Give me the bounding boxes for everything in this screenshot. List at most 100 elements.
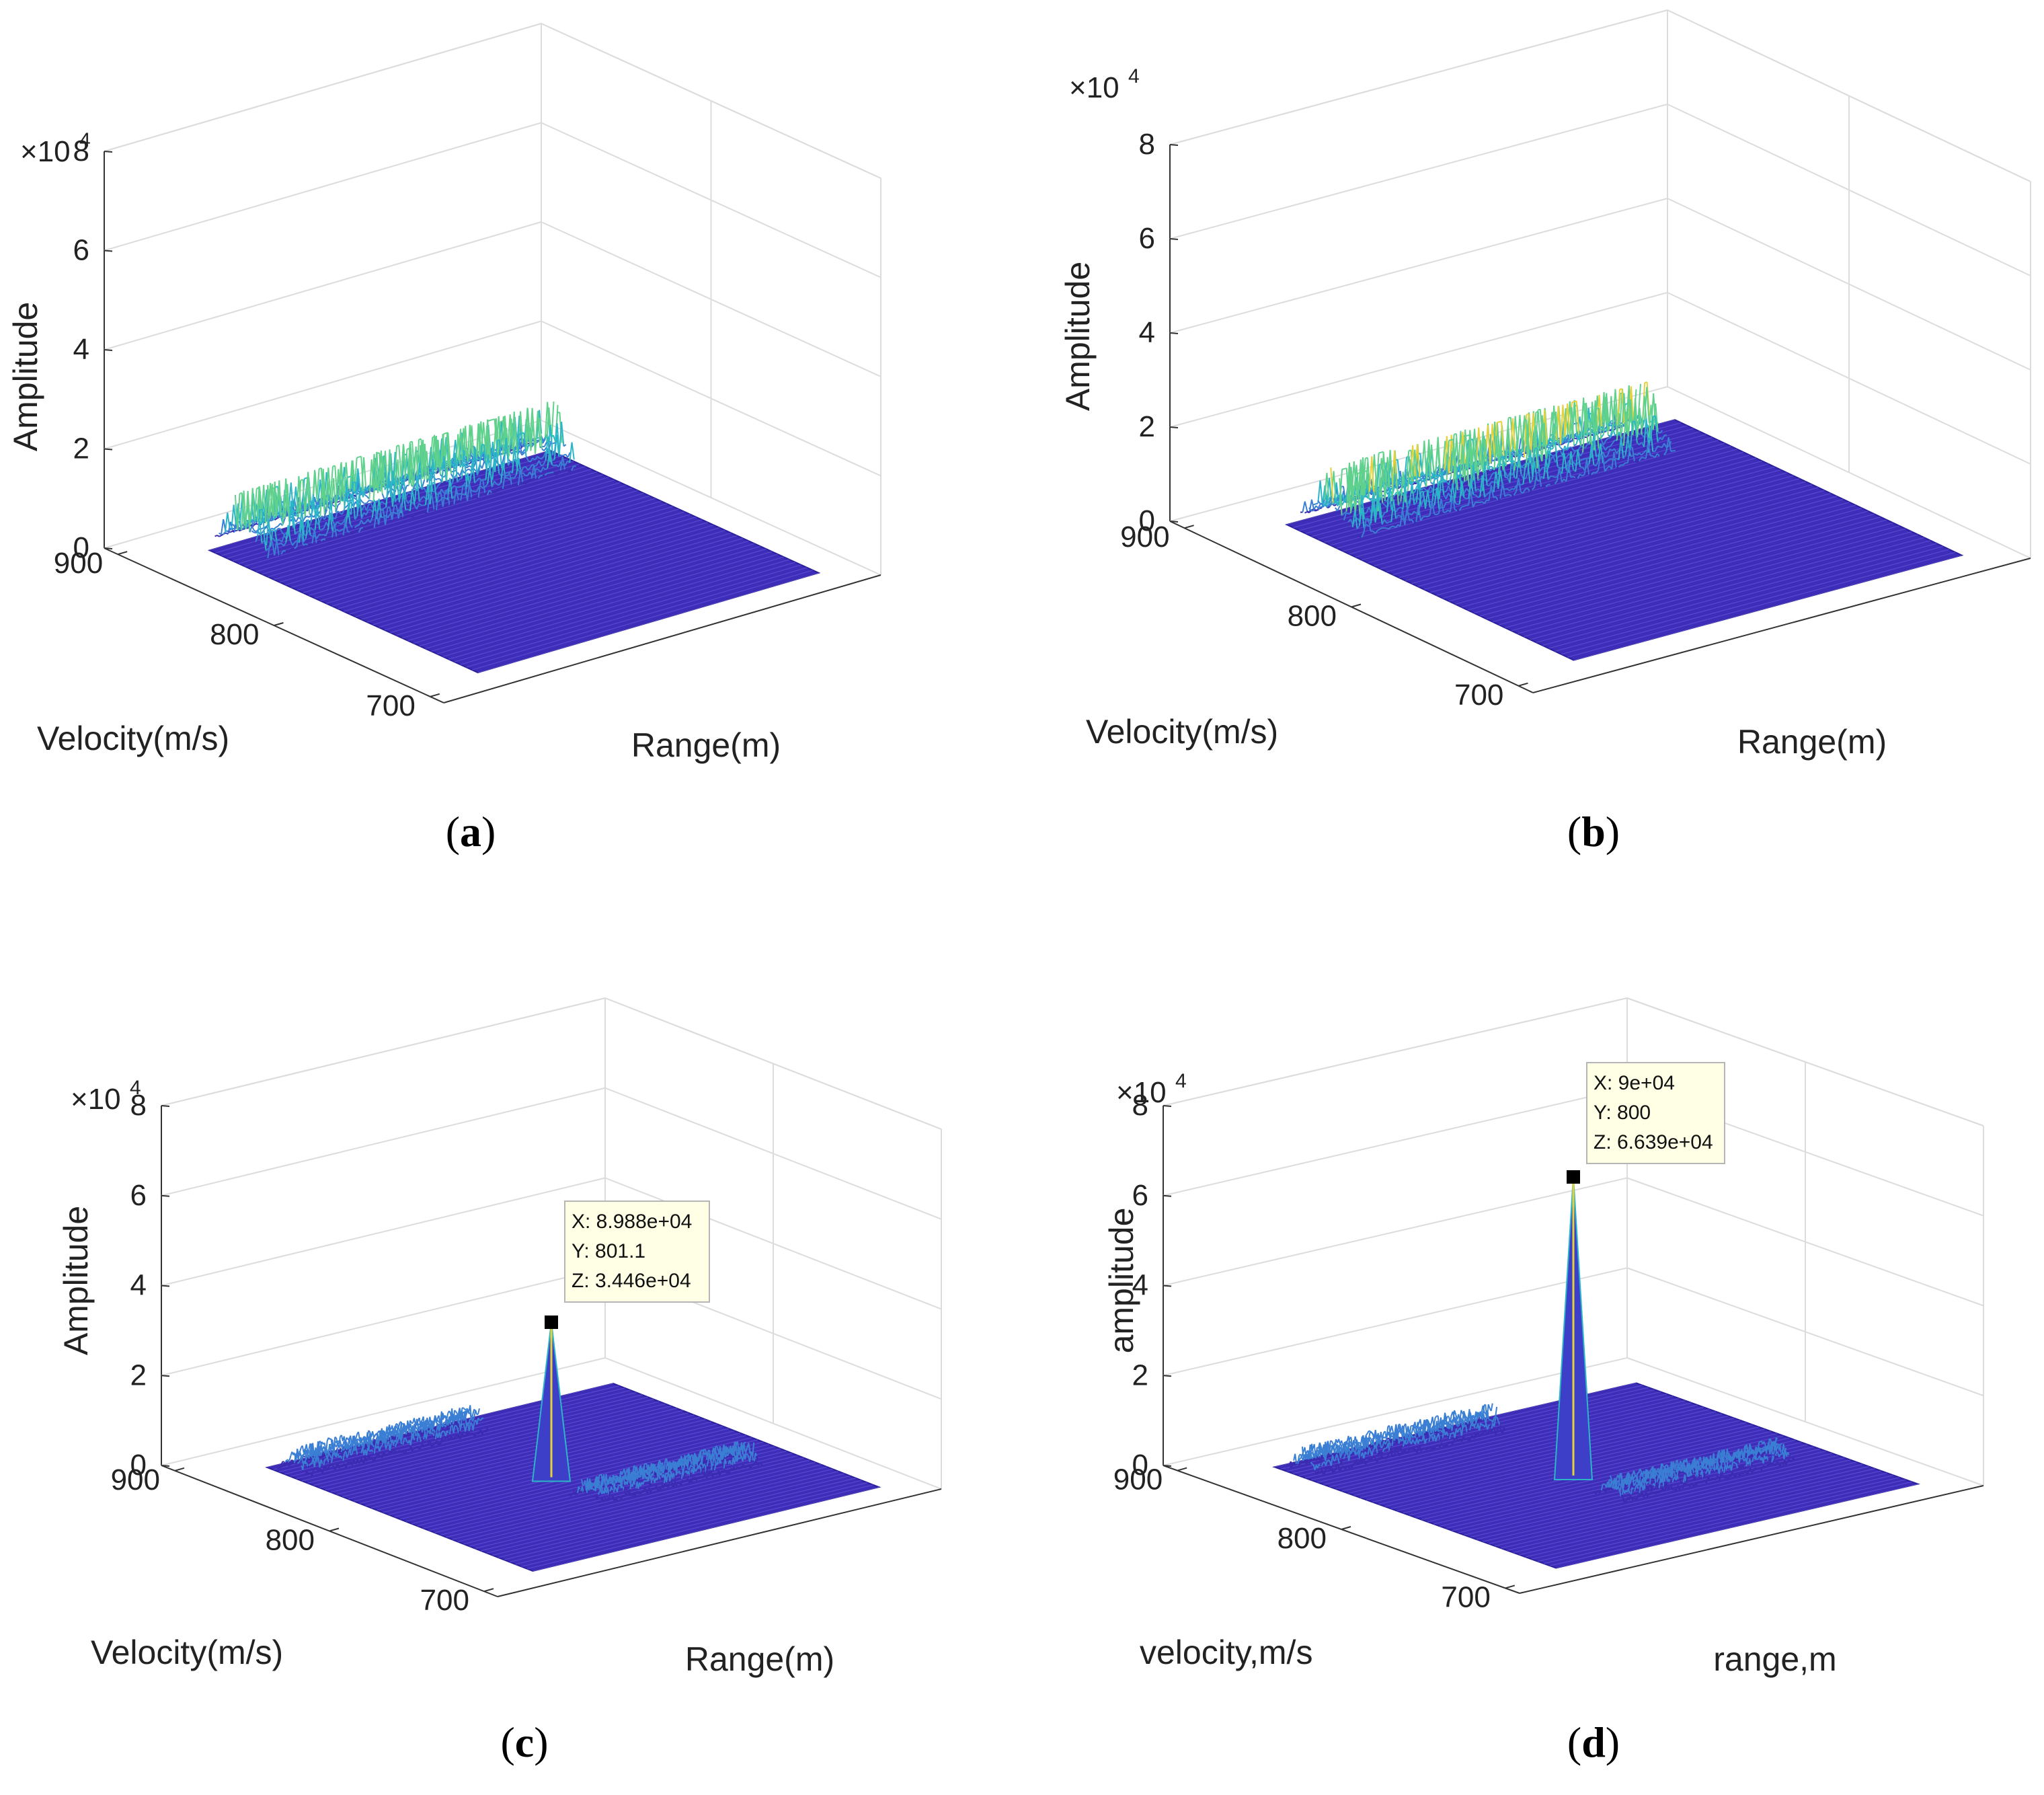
ridge-line: [403, 479, 407, 500]
ridge-line: [1429, 500, 1433, 516]
y-tick: [1184, 525, 1194, 529]
ridge-line: [516, 484, 519, 487]
ridge-line: [217, 535, 220, 537]
ridge-line: [511, 484, 514, 486]
ridge-line: [536, 467, 539, 471]
ridge-line: [249, 526, 253, 533]
ridge-line: [421, 1425, 424, 1433]
ridge-line: [1634, 421, 1638, 443]
ridge-line: [1527, 438, 1532, 463]
mesh-line: [1368, 457, 1756, 564]
ridge-line: [279, 528, 283, 533]
ridge-line: [349, 460, 353, 492]
ridge-line: [1657, 453, 1660, 457]
ridge-line: [494, 480, 498, 485]
ridge-line: [1550, 406, 1555, 446]
mesh-line: [278, 1387, 625, 1473]
ridge-line: [1600, 443, 1604, 463]
ridge-line: [1514, 441, 1518, 471]
ridge-line: [342, 520, 346, 536]
ridge-line: [294, 522, 299, 525]
ridge-line: [292, 541, 296, 546]
ridge-line: [475, 486, 479, 492]
ridge-line: [337, 1440, 340, 1443]
y-axis-label: Velocity(m/s): [1086, 713, 1278, 751]
mesh-line: [1380, 463, 1769, 570]
ridge-line: [544, 402, 549, 440]
ridge-line: [508, 460, 512, 466]
ridge-line: [420, 445, 424, 479]
ridge-line: [1525, 472, 1529, 479]
ridge-line: [1505, 488, 1507, 490]
mesh-line: [244, 466, 586, 567]
ridge-line: [393, 1426, 396, 1435]
ridge-line: [222, 531, 226, 535]
ridge-line: [241, 490, 245, 531]
mesh-line: [336, 1410, 683, 1495]
z-gridline: [1169, 9, 1668, 145]
ridge-line: [446, 1425, 450, 1428]
mesh-line: [1492, 517, 1881, 623]
mesh-line: [1361, 455, 1750, 561]
ridge-line: [1390, 474, 1395, 502]
ridge-line: [307, 519, 311, 535]
ridge-line: [1339, 469, 1343, 506]
ridge-line: [1634, 409, 1639, 438]
mesh-line: [1336, 443, 1725, 549]
ridge-line: [1488, 485, 1492, 501]
ridge-line: [443, 432, 446, 435]
ridge-line: [298, 1460, 301, 1463]
ridge-line: [483, 444, 487, 469]
ridge-line: [377, 1439, 381, 1445]
ridge-line: [393, 446, 398, 483]
ridge-line: [265, 547, 269, 551]
ridge-line: [360, 1439, 363, 1444]
ridge-line: [340, 475, 344, 504]
ridge-line: [1372, 504, 1376, 523]
ridge-line: [268, 519, 272, 541]
ridge-line: [1368, 456, 1373, 492]
ridge-line: [1618, 464, 1622, 468]
z-gridline: [1169, 292, 1668, 428]
ridge-line: [508, 418, 512, 457]
ridge-line: [424, 484, 429, 505]
ridge-line: [1548, 412, 1553, 440]
ridge-line: [379, 1441, 383, 1444]
ridge-line: [1637, 442, 1640, 446]
ridge-line: [1602, 451, 1606, 458]
ridge-line: [264, 485, 269, 523]
ridge-line: [373, 510, 377, 529]
ridge-line: [1505, 432, 1509, 464]
ridge-line: [1419, 453, 1423, 478]
mesh-line: [301, 1396, 648, 1482]
mesh-line: [448, 559, 790, 660]
ridge-line: [1593, 471, 1596, 473]
ridge-line: [297, 1448, 300, 1457]
ridge-line: [453, 488, 457, 504]
ridge-line: [335, 469, 340, 507]
ridge-line: [420, 1420, 423, 1422]
z-tick: [1169, 332, 1179, 334]
ridge-line: [336, 521, 340, 525]
ridge-line: [1590, 445, 1595, 465]
ridge-line: [1546, 447, 1550, 455]
ridge-line: [1364, 486, 1368, 495]
ridge-line: [557, 461, 561, 467]
ridge-line: [325, 537, 328, 541]
mesh-line: [1555, 545, 1943, 652]
ridge-line: [1509, 454, 1513, 483]
ridge-line: [327, 537, 331, 540]
ridge-line: [1520, 473, 1524, 480]
ridge-line: [1398, 501, 1402, 506]
ridge-line: [406, 1430, 409, 1437]
z-tick-label: 2: [73, 432, 89, 465]
ridge-line: [1620, 437, 1624, 459]
ridge-line: [1327, 506, 1331, 509]
ridge-line: [516, 434, 520, 465]
ridge-line: [524, 482, 528, 485]
y-tick-label: 700: [366, 689, 415, 722]
ridge-line: [263, 532, 267, 551]
ridge-line: [513, 473, 517, 479]
z-exponent-label: ×10: [20, 135, 71, 168]
ridge-line: [314, 504, 318, 531]
